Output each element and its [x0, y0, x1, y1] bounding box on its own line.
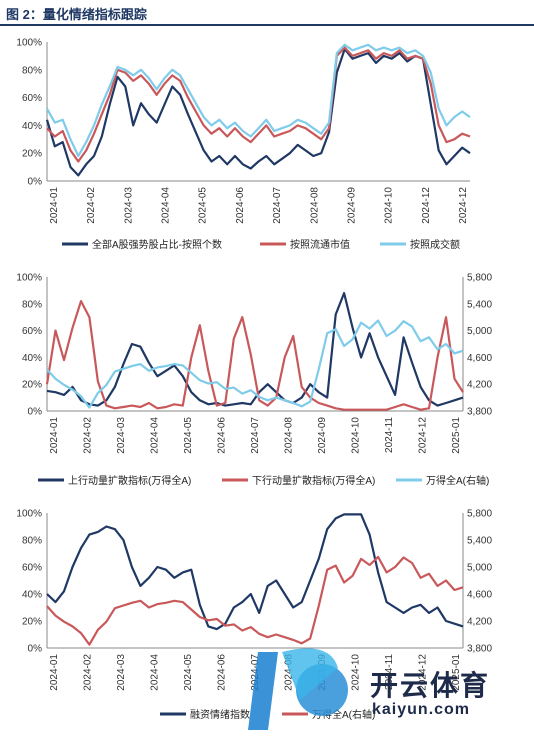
x-tick-label: 2024-02 — [83, 417, 94, 454]
x-tick-label: 2024-10 — [384, 187, 395, 224]
y2-tick-label: 3,800 — [467, 407, 492, 418]
legend-label: 按照成交额 — [410, 238, 460, 251]
y2-tick-label: 5,400 — [467, 536, 492, 547]
y-tick-label: 60% — [22, 326, 42, 337]
x-tick-label: 2024-08 — [284, 417, 295, 454]
x-tick-label: 2024-07 — [250, 417, 261, 454]
title-underline — [0, 24, 534, 26]
y2-tick-label: 4,200 — [467, 380, 492, 391]
series-line-3 — [46, 43, 471, 158]
x-tick-label: 2024-08 — [309, 187, 320, 224]
series-line-2 — [46, 555, 464, 646]
series-line-1 — [46, 292, 464, 407]
x-tick-label: 2024-05 — [183, 654, 194, 691]
series-line-1 — [46, 513, 464, 631]
x-tick-label: 2024-09 — [346, 187, 357, 224]
watermark-logo-stroke — [248, 652, 278, 730]
x-tick-label: 2024-04 — [161, 187, 172, 224]
y-tick-label: 0% — [28, 407, 43, 418]
figure-title: 图 2：量化情绪指标跟踪 — [6, 7, 147, 22]
y-tick-label: 80% — [22, 536, 42, 547]
y-tick-label: 80% — [22, 299, 42, 310]
y-tick-label: 20% — [22, 149, 42, 160]
series-line-2 — [45, 300, 464, 411]
y-tick-label: 100% — [16, 509, 42, 520]
x-tick-label: 2024-10 — [351, 654, 362, 691]
y-tick-label: 0% — [28, 177, 43, 188]
y-tick-label: 40% — [22, 121, 42, 132]
y2-tick-label: 4,600 — [467, 590, 492, 601]
legend-label: 全部A股强势股占比-按照个数 — [92, 238, 222, 251]
y2-tick-label: 4,600 — [467, 353, 492, 364]
x-tick-label: 2024-05 — [198, 187, 209, 224]
y-tick-label: 100% — [16, 273, 42, 284]
x-tick-label: 2024-10 — [351, 417, 362, 454]
x-tick-label: 2025-01 — [451, 417, 462, 454]
legend-label: 上行动量扩散指标(万得全A) — [68, 474, 191, 487]
series-line-3 — [46, 319, 464, 409]
x-tick-label: 2024-12 — [421, 187, 432, 224]
legend-label: 按照流通市值 — [290, 238, 350, 251]
x-tick-label: 2024-02 — [86, 187, 97, 224]
x-tick-label: 2024-01 — [49, 654, 60, 691]
x-tick-label: 2024-03 — [123, 187, 134, 224]
y-tick-label: 40% — [22, 590, 42, 601]
y2-tick-label: 5,800 — [467, 273, 492, 284]
y-tick-label: 20% — [22, 380, 42, 391]
y-tick-label: 60% — [22, 563, 42, 574]
x-tick-label: 2024-12 — [418, 417, 429, 454]
x-tick-label: 2024-04 — [150, 417, 161, 454]
x-tick-label: 2024-04 — [150, 654, 161, 691]
y2-tick-label: 3,800 — [467, 644, 492, 655]
y2-tick-label: 5,400 — [467, 299, 492, 310]
y2-tick-label: 5,000 — [467, 563, 492, 574]
x-tick-label: 2024-01 — [49, 187, 60, 224]
y-tick-label: 60% — [22, 93, 42, 104]
x-tick-label: 2025-01 — [451, 654, 462, 691]
x-tick-label: 2024-11 — [384, 417, 395, 453]
x-tick-label: 2024-11 — [384, 654, 395, 690]
x-tick-label: 2024-03 — [116, 654, 127, 691]
x-tick-label: 2024-07 — [272, 187, 283, 224]
x-tick-label: 2024-09 — [317, 417, 328, 454]
legend-label: 万得全A(右轴) — [426, 474, 489, 487]
x-tick-label: 2024-08 — [284, 654, 295, 691]
y-tick-label: 40% — [22, 353, 42, 364]
x-tick-label: 2024-01 — [49, 417, 60, 454]
x-tick-label: 2024-06 — [217, 654, 228, 691]
legend-label: 下行动量扩散指标(万得全A) — [252, 474, 375, 487]
y-tick-label: 20% — [22, 617, 42, 628]
x-tick-label: 2024-12 — [418, 654, 429, 691]
watermark-brand-name: 开云体育 — [370, 670, 491, 701]
series-line-1 — [45, 47, 471, 177]
legend-label: 融资情绪指数 — [190, 708, 250, 721]
x-tick-label: 2024-12 — [458, 187, 469, 224]
y2-tick-label: 5,000 — [467, 326, 492, 337]
y2-tick-label: 4,200 — [467, 617, 492, 628]
x-tick-label: 2024-03 — [116, 417, 127, 454]
y-tick-label: 0% — [28, 644, 43, 655]
y-tick-label: 100% — [16, 38, 42, 49]
x-tick-label: 2024-06 — [217, 417, 228, 454]
x-tick-label: 2024-02 — [83, 654, 94, 691]
watermark-brand-url: kaiyun.com — [372, 701, 471, 718]
y2-tick-label: 5,800 — [467, 509, 492, 520]
x-tick-label: 2024-05 — [183, 417, 194, 454]
x-tick-label: 2024-06 — [235, 187, 246, 224]
watermark-logo-swoosh — [282, 648, 338, 700]
y-tick-label: 80% — [22, 65, 42, 76]
